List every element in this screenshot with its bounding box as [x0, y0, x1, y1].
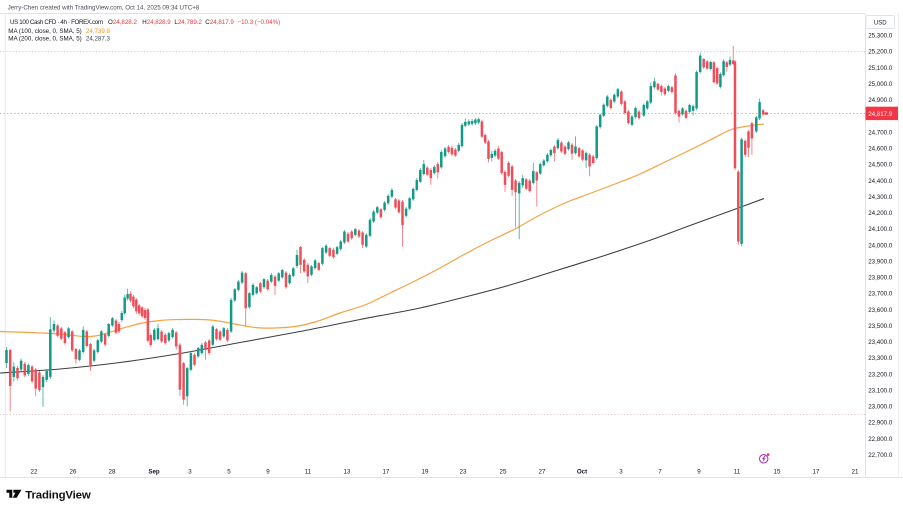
svg-text:25,200.0: 25,200.0	[868, 49, 893, 56]
svg-text:24,900.0: 24,900.0	[868, 97, 893, 104]
svg-text:24,700.0: 24,700.0	[868, 129, 893, 136]
svg-text:24,200.0: 24,200.0	[868, 210, 893, 217]
svg-text:22,900.0: 22,900.0	[868, 420, 893, 427]
svg-text:USD: USD	[874, 21, 887, 27]
svg-text:H24,828.9: H24,828.9	[142, 19, 171, 26]
svg-text:28: 28	[109, 468, 116, 475]
svg-text:25: 25	[500, 468, 507, 475]
svg-text:26: 26	[70, 468, 77, 475]
svg-text:22: 22	[31, 468, 38, 475]
svg-text:Oct: Oct	[577, 468, 587, 475]
svg-text:L24,789.2: L24,789.2	[174, 19, 202, 26]
svg-text:24,300.0: 24,300.0	[868, 194, 893, 201]
svg-text:23,100.0: 23,100.0	[868, 388, 893, 395]
svg-text:5: 5	[227, 468, 231, 475]
svg-text:Jerry-Chen created with Tradin: Jerry-Chen created with TradingView.com,…	[8, 4, 200, 11]
svg-text:17: 17	[813, 468, 820, 475]
svg-text:3: 3	[619, 468, 623, 475]
svg-text:19: 19	[422, 468, 429, 475]
svg-text:11: 11	[305, 468, 312, 475]
svg-text:23,800.0: 23,800.0	[868, 275, 893, 282]
svg-text:23,000.0: 23,000.0	[868, 404, 893, 411]
svg-text:23,700.0: 23,700.0	[868, 291, 893, 298]
svg-text:US 100 Cash CFD · 4h · FOREX.c: US 100 Cash CFD · 4h · FOREX.com	[10, 19, 103, 26]
svg-text:17: 17	[383, 468, 390, 475]
svg-text:24,500.0: 24,500.0	[868, 162, 893, 169]
svg-text:O24,828.2: O24,828.2	[108, 19, 137, 26]
svg-text:25,000.0: 25,000.0	[868, 81, 893, 88]
svg-text:24,400.0: 24,400.0	[868, 178, 893, 185]
svg-text:23,300.0: 23,300.0	[868, 355, 893, 362]
svg-text:23,900.0: 23,900.0	[868, 258, 893, 265]
svg-text:13: 13	[344, 468, 351, 475]
svg-text:21: 21	[852, 468, 859, 475]
svg-text:11: 11	[734, 468, 741, 475]
svg-text:9: 9	[697, 468, 701, 475]
svg-text:23,500.0: 23,500.0	[868, 323, 893, 330]
svg-text:7: 7	[658, 468, 662, 475]
svg-text:23,400.0: 23,400.0	[868, 339, 893, 346]
svg-text:MA (100, close, 0, SMA, 5): MA (100, close, 0, SMA, 5)	[8, 28, 81, 35]
svg-text:TradingView: TradingView	[25, 490, 91, 502]
svg-text:−10.3 (−0.04%): −10.3 (−0.04%)	[238, 19, 281, 26]
svg-text:23,200.0: 23,200.0	[868, 371, 893, 378]
svg-text:23: 23	[460, 468, 467, 475]
svg-text:24,000.0: 24,000.0	[868, 242, 893, 249]
svg-text:24,739.8: 24,739.8	[86, 28, 111, 35]
svg-text:25,100.0: 25,100.0	[868, 65, 893, 72]
svg-text:Sep: Sep	[148, 468, 160, 475]
svg-text:27: 27	[539, 468, 546, 475]
svg-text:23,600.0: 23,600.0	[868, 307, 893, 314]
svg-text:3: 3	[188, 468, 192, 475]
svg-text:C24,817.9: C24,817.9	[205, 19, 234, 26]
svg-text:MA (200, close, 0, SMA, 5): MA (200, close, 0, SMA, 5)	[8, 36, 81, 43]
svg-text:24,100.0: 24,100.0	[868, 226, 893, 233]
svg-text:22,700.0: 22,700.0	[868, 452, 893, 459]
svg-text:25,300.0: 25,300.0	[868, 33, 893, 40]
svg-text:22,800.0: 22,800.0	[868, 436, 893, 443]
svg-text:15: 15	[774, 468, 781, 475]
svg-text:24,817.9: 24,817.9	[868, 111, 893, 118]
svg-text:9: 9	[266, 468, 270, 475]
svg-text:24,600.0: 24,600.0	[868, 146, 893, 153]
svg-text:24,287.3: 24,287.3	[86, 36, 111, 43]
